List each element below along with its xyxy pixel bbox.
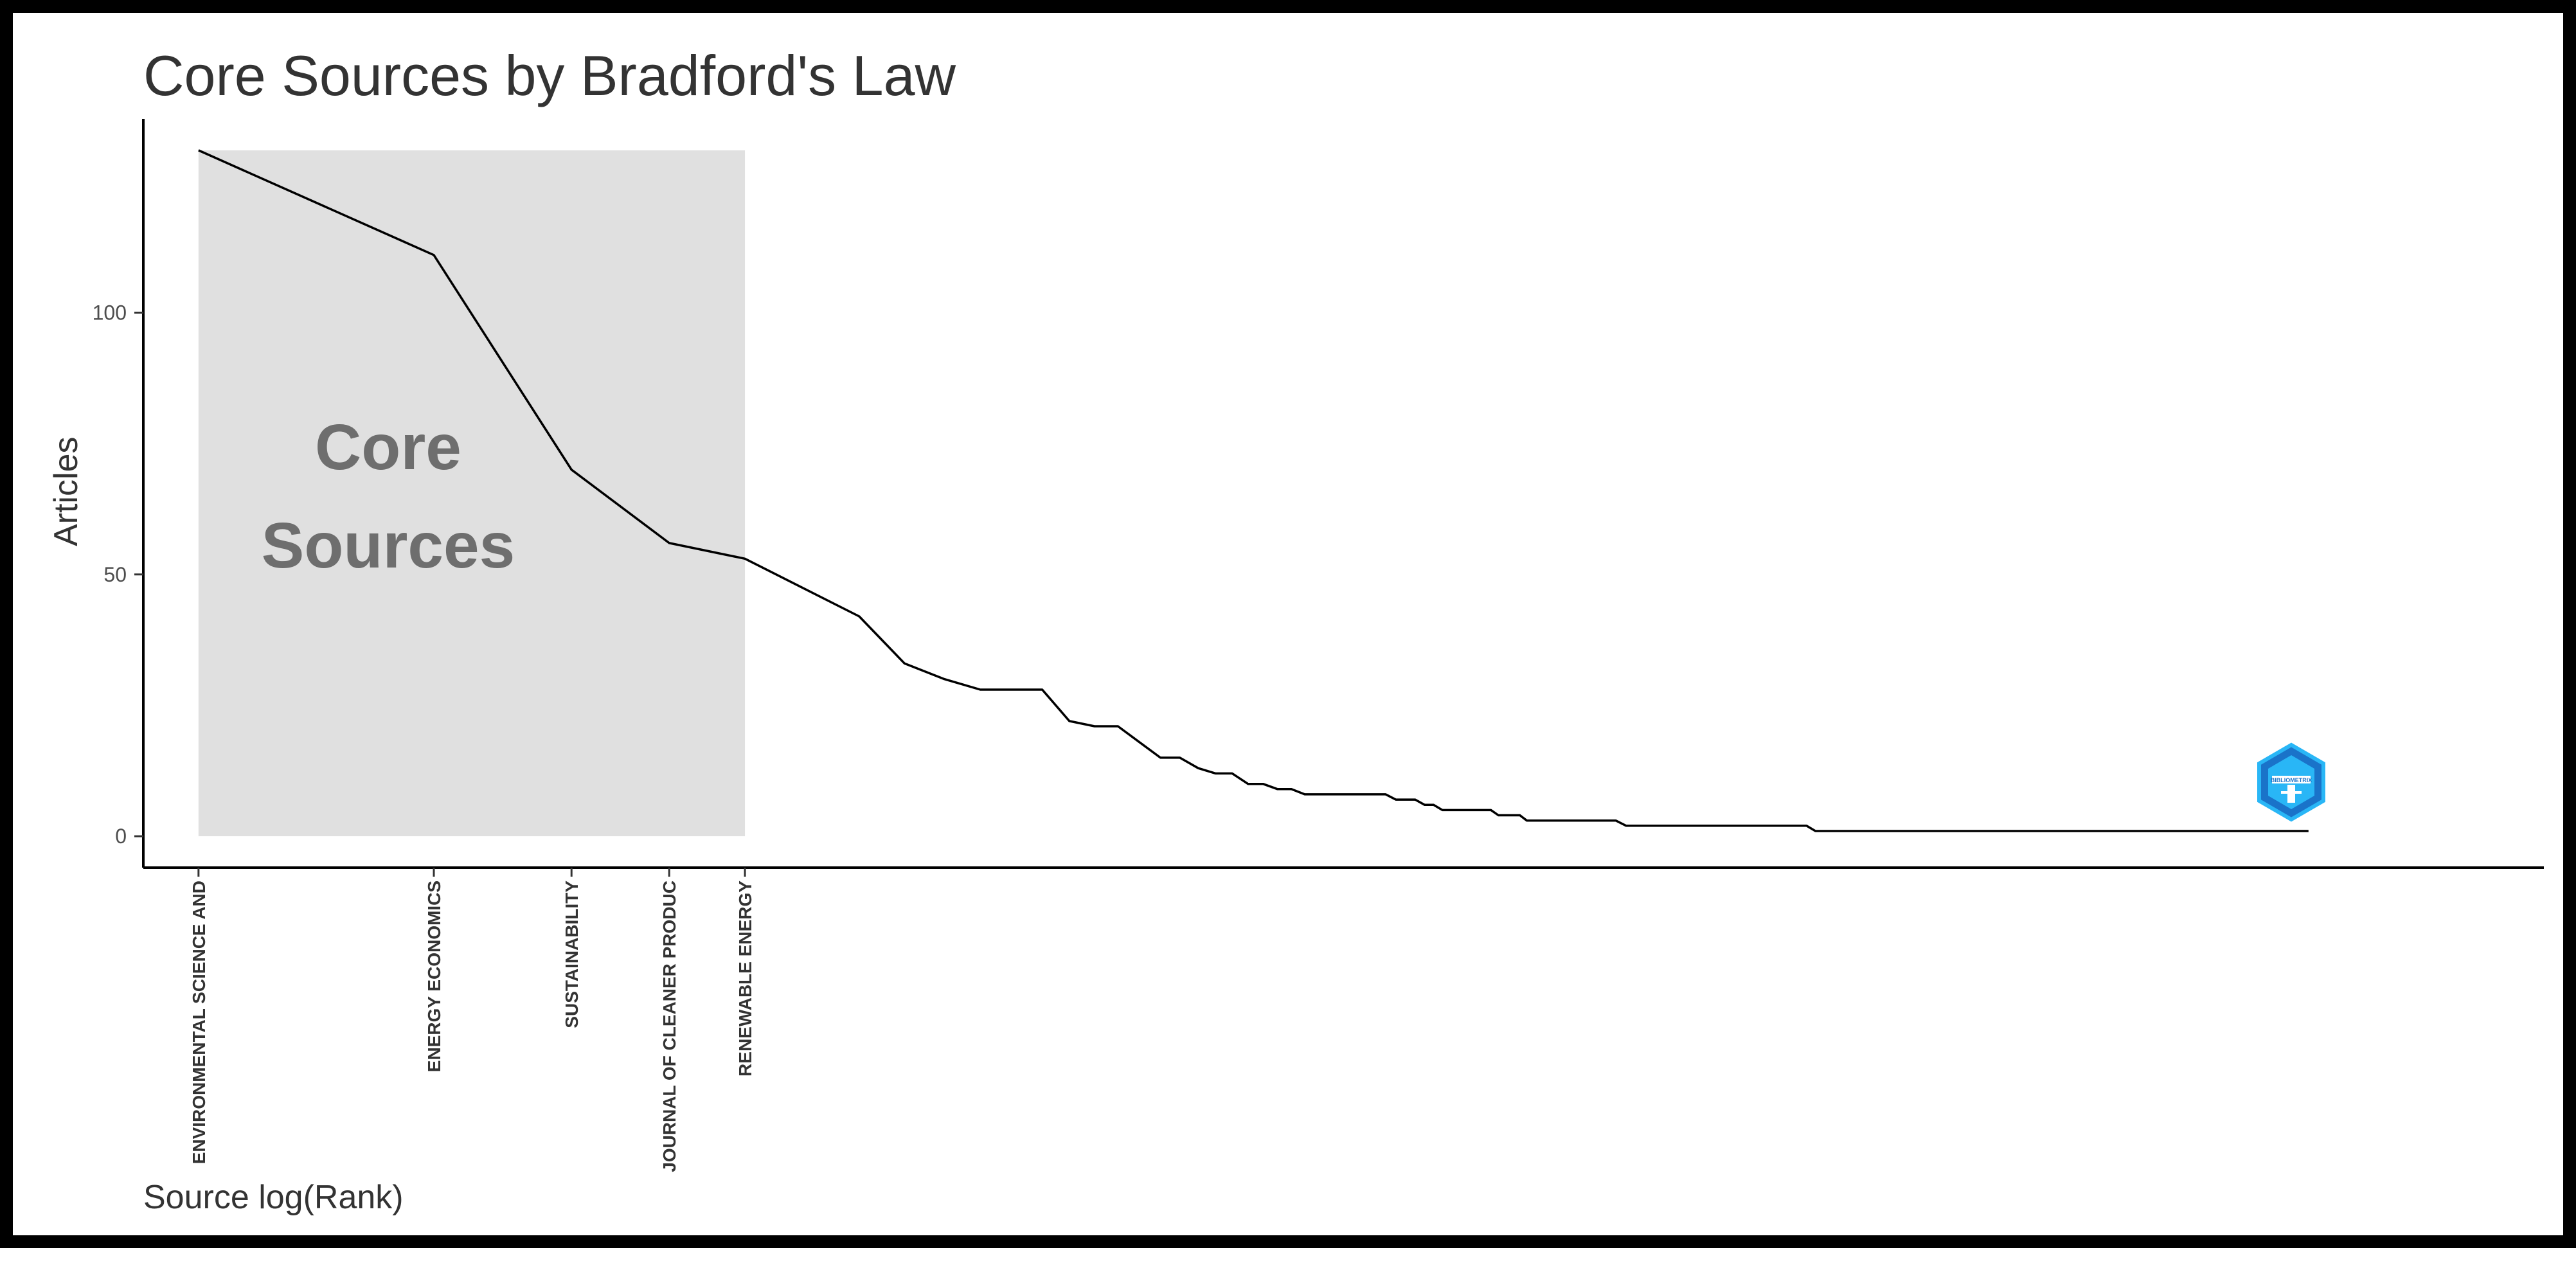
core-zone-label-2: Sources: [262, 510, 515, 582]
core-sources-zone: Core Sources: [198, 150, 746, 837]
x-tick-label: ENERGY ECONOMICS: [424, 881, 444, 1072]
y-tick-label: 100: [93, 301, 127, 324]
series-layer: [198, 149, 2309, 832]
x-tick-label: JOURNAL OF CLEANER PRODUC: [659, 881, 679, 1172]
chart-title: Core Sources by Bradford's Law: [143, 44, 956, 107]
core-zone-label-1: Core: [315, 411, 461, 483]
x-tick-label: SUSTAINABILITY: [562, 881, 582, 1028]
y-axis-ticks: 0 50 100: [93, 301, 143, 848]
axes: [142, 119, 2544, 869]
series-line-1: [198, 149, 2309, 832]
x-axis-ticks: ENVIRONMENTAL SCIENCE AND ENERGY ECONOMIC…: [189, 868, 755, 1172]
y-tick-label: 50: [103, 563, 127, 586]
x-tick-label: ENVIRONMENTAL SCIENCE AND: [189, 881, 209, 1164]
bibliometrix-logo-icon: BIBLIOMETRIX: [2257, 742, 2325, 822]
core-zone-rect: [198, 150, 746, 837]
watermark-text: BIBLIOMETRIX: [2271, 777, 2312, 783]
bradford-chart: Core Sources by Bradford's Law Core Sourc…: [48, 44, 2544, 1216]
y-axis-title: Articles: [48, 437, 85, 546]
x-tick-label: RENEWABLE ENERGY: [735, 881, 755, 1077]
y-tick-label: 0: [115, 825, 127, 848]
x-axis-title: Source log(Rank): [143, 1179, 404, 1216]
